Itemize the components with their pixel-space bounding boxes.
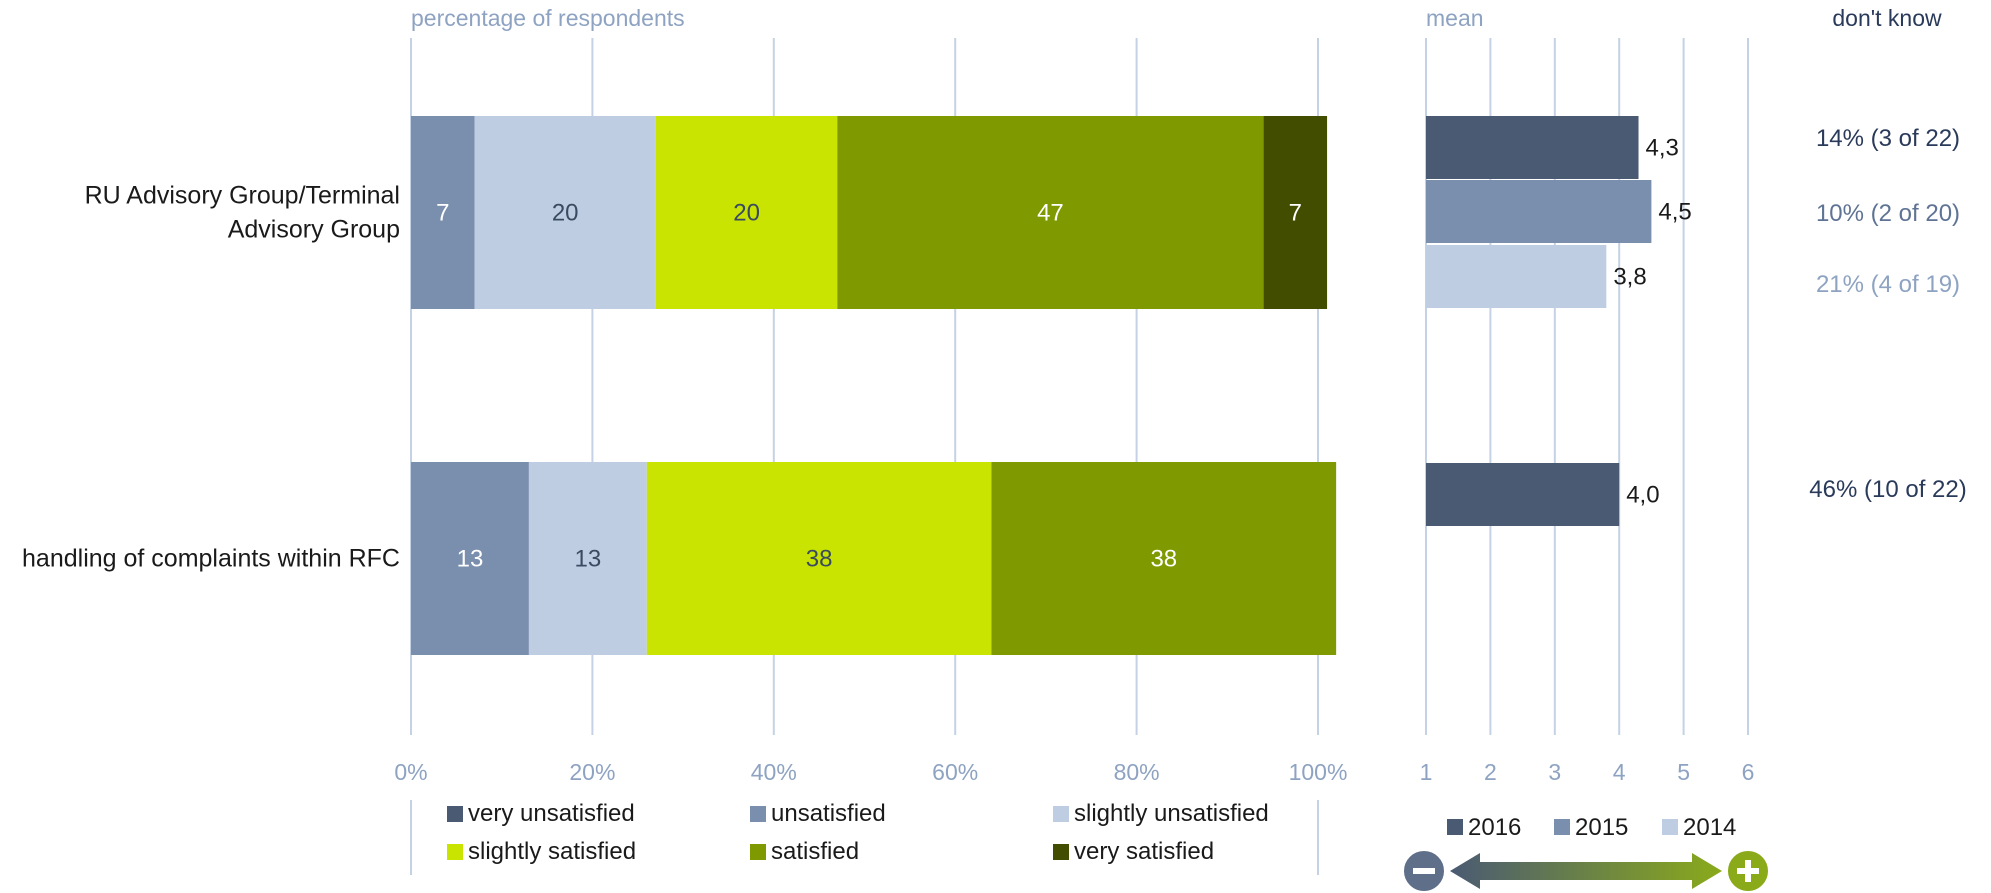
mean-bar-2016-row1 xyxy=(1426,463,1620,526)
category-label-line: Advisory Group xyxy=(228,216,400,244)
category-label-row0: RU Advisory Group/Terminal Advisory Group xyxy=(85,182,400,244)
category-label-line: handling of complaints within RFC xyxy=(22,545,400,573)
plus-glyph-v xyxy=(1745,860,1751,882)
x-tick-pct-80: 80% xyxy=(1114,759,1160,785)
dont-know-title: don't know xyxy=(1832,5,1942,31)
data-label-unsatisfied-row1: 13 xyxy=(457,546,484,573)
bar-unsatisfied-row1 xyxy=(411,462,529,655)
mean-legend-label-2014: 2014 xyxy=(1683,814,1736,841)
x-tick-mean-3: 3 xyxy=(1548,759,1561,785)
x-tick-mean-1: 1 xyxy=(1420,759,1433,785)
mean-legend-label-2015: 2015 xyxy=(1575,814,1628,841)
legend-swatch-very-satisfied xyxy=(1053,844,1069,860)
data-label-slightly-satisfied-row1: 38 xyxy=(806,546,833,573)
bars xyxy=(411,116,1652,655)
legends: very unsatisfied unsatisfied slightly unsa… xyxy=(410,800,1736,875)
legend-swatch-unsatisfied xyxy=(750,806,766,822)
minus-glyph xyxy=(1413,868,1435,874)
legend-swatch-satisfied xyxy=(750,844,766,860)
mean-legend-swatch-2016 xyxy=(1447,819,1463,835)
x-tick-pct-20: 20% xyxy=(569,759,615,785)
mean-bar-2014-row0 xyxy=(1426,245,1607,308)
data-label-unsatisfied-row0: 7 xyxy=(436,200,449,227)
double-arrow-icon xyxy=(1450,853,1722,889)
bar-slightly-unsatisfied-row0 xyxy=(474,116,656,309)
bar-slightly-unsatisfied-row1 xyxy=(528,462,647,655)
mean-bar-2016-row0 xyxy=(1426,116,1639,179)
legend-swatch-slightly-satisfied xyxy=(447,844,463,860)
legend-label-unsatisfied: unsatisfied xyxy=(771,800,886,827)
x-tick-mean-2: 2 xyxy=(1484,759,1497,785)
mean-label-2016-row0: 4,3 xyxy=(1646,135,1679,162)
bar-very-satisfied-row0 xyxy=(1263,116,1328,309)
data-label-very-satisfied-row0: 7 xyxy=(1289,200,1302,227)
bar-satisfied-row0 xyxy=(837,116,1264,309)
legend-swatch-very-unsatisfied xyxy=(447,806,463,822)
bar-satisfied-row1 xyxy=(991,462,1337,655)
mean-legend-label-2016: 2016 xyxy=(1468,814,1521,841)
labels: percentage of respondents 0% 20% 40% 60% 80% 1… xyxy=(22,5,1967,785)
x-tick-mean-6: 6 xyxy=(1742,759,1755,785)
dont-know-value-3: 46% (10 of 22) xyxy=(1809,476,1966,503)
mean-title: mean xyxy=(1426,5,1484,31)
legend-label-very-unsatisfied: very unsatisfied xyxy=(468,800,635,827)
dont-know-value-0: 14% (3 of 22) xyxy=(1816,125,1960,152)
mean-legend-swatch-2015 xyxy=(1554,819,1570,835)
x-tick-pct-60: 60% xyxy=(932,759,978,785)
mean-legend-swatch-2014 xyxy=(1662,819,1678,835)
mean-label-2016-row1: 4,0 xyxy=(1626,482,1659,509)
data-label-slightly-satisfied-row0: 20 xyxy=(733,200,760,227)
data-label-slightly-unsatisfied-row0: 20 xyxy=(552,200,579,227)
data-label-satisfied-row1: 38 xyxy=(1150,546,1177,573)
mean-label-2014-row0: 3,8 xyxy=(1613,264,1646,291)
x-tick-pct-100: 100% xyxy=(1289,759,1348,785)
data-label-satisfied-row0: 47 xyxy=(1037,200,1064,227)
bar-slightly-satisfied-row1 xyxy=(646,462,992,655)
x-tick-pct-40: 40% xyxy=(751,759,797,785)
legend-swatch-slightly-unsatisfied xyxy=(1053,806,1069,822)
category-label-line: RU Advisory Group/Terminal xyxy=(85,182,400,210)
mean-label-2015-row0: 4,5 xyxy=(1658,199,1691,226)
category-label-row1: handling of complaints within RFC xyxy=(22,545,400,573)
data-label-slightly-unsatisfied-row1: 13 xyxy=(575,546,602,573)
legend-label-satisfied: satisfied xyxy=(771,838,859,865)
dont-know-value-1: 10% (2 of 20) xyxy=(1816,200,1960,227)
x-tick-mean-5: 5 xyxy=(1677,759,1690,785)
legend-label-very-satisfied: very satisfied xyxy=(1074,838,1214,865)
bar-unsatisfied-row0 xyxy=(411,116,475,309)
legend-label-slightly-satisfied: slightly satisfied xyxy=(468,838,636,865)
x-tick-mean-4: 4 xyxy=(1613,759,1626,785)
mean-bar-2015-row0 xyxy=(1426,180,1652,243)
legend-label-slightly-unsatisfied: slightly unsatisfied xyxy=(1074,800,1269,827)
percentage-title: percentage of respondents xyxy=(411,5,685,31)
bar-slightly-satisfied-row0 xyxy=(655,116,838,309)
dont-know-value-2: 21% (4 of 19) xyxy=(1816,271,1960,298)
x-tick-pct-0: 0% xyxy=(394,759,427,785)
scale-arrow xyxy=(1402,849,1770,893)
